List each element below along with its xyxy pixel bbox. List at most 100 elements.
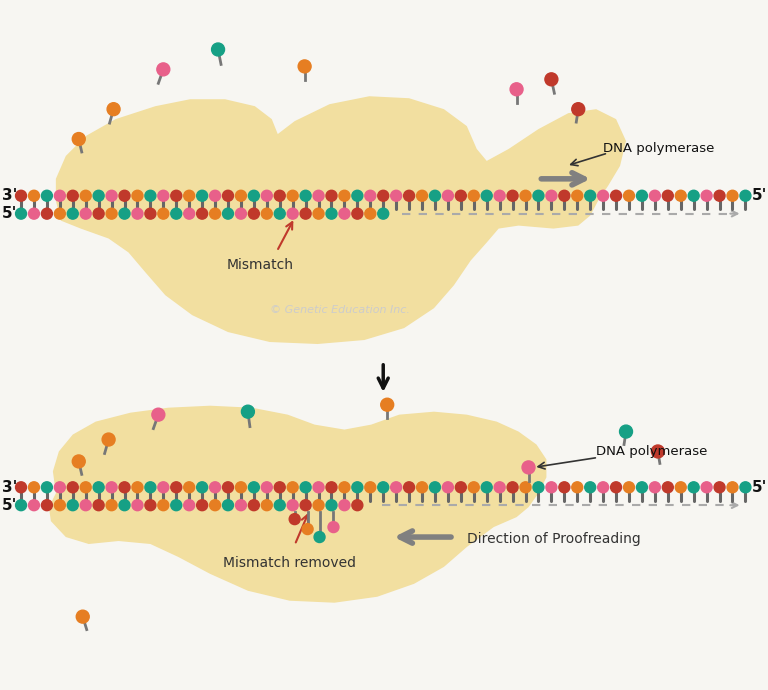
Circle shape	[93, 482, 104, 493]
Circle shape	[378, 208, 389, 219]
Circle shape	[727, 190, 738, 201]
Circle shape	[28, 482, 39, 493]
Circle shape	[184, 500, 194, 511]
Circle shape	[68, 208, 78, 219]
Circle shape	[106, 190, 117, 201]
Circle shape	[210, 500, 220, 511]
Circle shape	[236, 190, 247, 201]
Circle shape	[290, 513, 300, 524]
Circle shape	[145, 482, 156, 493]
Circle shape	[274, 208, 285, 219]
Circle shape	[313, 208, 324, 219]
Circle shape	[391, 482, 402, 493]
Circle shape	[391, 190, 402, 201]
Text: © Genetic Education Inc.: © Genetic Education Inc.	[270, 305, 409, 315]
Circle shape	[637, 190, 647, 201]
Circle shape	[611, 190, 621, 201]
Circle shape	[300, 208, 311, 219]
Text: DNA polymerase: DNA polymerase	[603, 142, 714, 155]
Circle shape	[197, 500, 207, 511]
Circle shape	[740, 482, 751, 493]
Circle shape	[241, 405, 254, 418]
Circle shape	[55, 482, 65, 493]
Circle shape	[300, 190, 311, 201]
Circle shape	[313, 482, 324, 493]
Circle shape	[132, 208, 143, 219]
Circle shape	[261, 190, 273, 201]
Circle shape	[546, 190, 557, 201]
Circle shape	[158, 190, 169, 201]
Circle shape	[157, 63, 170, 76]
Circle shape	[468, 190, 479, 201]
Circle shape	[41, 190, 52, 201]
Circle shape	[675, 190, 687, 201]
Circle shape	[15, 208, 27, 219]
Circle shape	[714, 190, 725, 201]
Circle shape	[352, 482, 362, 493]
Circle shape	[158, 500, 169, 511]
Circle shape	[416, 482, 428, 493]
Circle shape	[261, 500, 273, 511]
Circle shape	[274, 482, 285, 493]
Circle shape	[688, 190, 699, 201]
Circle shape	[688, 482, 699, 493]
Circle shape	[72, 132, 85, 146]
Circle shape	[184, 208, 194, 219]
Circle shape	[714, 482, 725, 493]
Circle shape	[106, 482, 117, 493]
Circle shape	[119, 208, 130, 219]
Circle shape	[326, 500, 337, 511]
Circle shape	[442, 482, 453, 493]
Circle shape	[170, 190, 182, 201]
Circle shape	[482, 190, 492, 201]
Circle shape	[404, 190, 415, 201]
Circle shape	[650, 482, 660, 493]
Circle shape	[145, 500, 156, 511]
Circle shape	[236, 500, 247, 511]
Circle shape	[624, 482, 634, 493]
Circle shape	[611, 482, 621, 493]
Circle shape	[80, 190, 91, 201]
Circle shape	[41, 208, 52, 219]
Circle shape	[429, 482, 440, 493]
Circle shape	[223, 190, 233, 201]
Circle shape	[197, 190, 207, 201]
Circle shape	[352, 500, 362, 511]
Circle shape	[482, 482, 492, 493]
Circle shape	[28, 190, 39, 201]
Circle shape	[326, 208, 337, 219]
Circle shape	[119, 500, 130, 511]
Circle shape	[223, 208, 233, 219]
Circle shape	[620, 425, 633, 438]
Circle shape	[41, 482, 52, 493]
Text: Direction of Proofreading: Direction of Proofreading	[467, 532, 641, 546]
Text: DNA polymerase: DNA polymerase	[596, 445, 707, 458]
Circle shape	[102, 433, 115, 446]
Circle shape	[55, 190, 65, 201]
Circle shape	[197, 208, 207, 219]
Circle shape	[701, 482, 712, 493]
Circle shape	[55, 208, 65, 219]
Circle shape	[145, 208, 156, 219]
Circle shape	[326, 190, 337, 201]
Circle shape	[132, 482, 143, 493]
Circle shape	[28, 500, 39, 511]
Circle shape	[662, 190, 674, 201]
Circle shape	[210, 190, 220, 201]
Circle shape	[41, 500, 52, 511]
Circle shape	[158, 482, 169, 493]
Circle shape	[533, 190, 544, 201]
Circle shape	[248, 208, 260, 219]
Circle shape	[287, 482, 298, 493]
Circle shape	[170, 500, 182, 511]
Circle shape	[212, 43, 224, 56]
Circle shape	[442, 190, 453, 201]
Circle shape	[584, 482, 596, 493]
Circle shape	[287, 500, 298, 511]
Circle shape	[624, 190, 634, 201]
Circle shape	[572, 190, 583, 201]
Circle shape	[404, 482, 415, 493]
Circle shape	[650, 190, 660, 201]
Circle shape	[68, 190, 78, 201]
Circle shape	[28, 208, 39, 219]
